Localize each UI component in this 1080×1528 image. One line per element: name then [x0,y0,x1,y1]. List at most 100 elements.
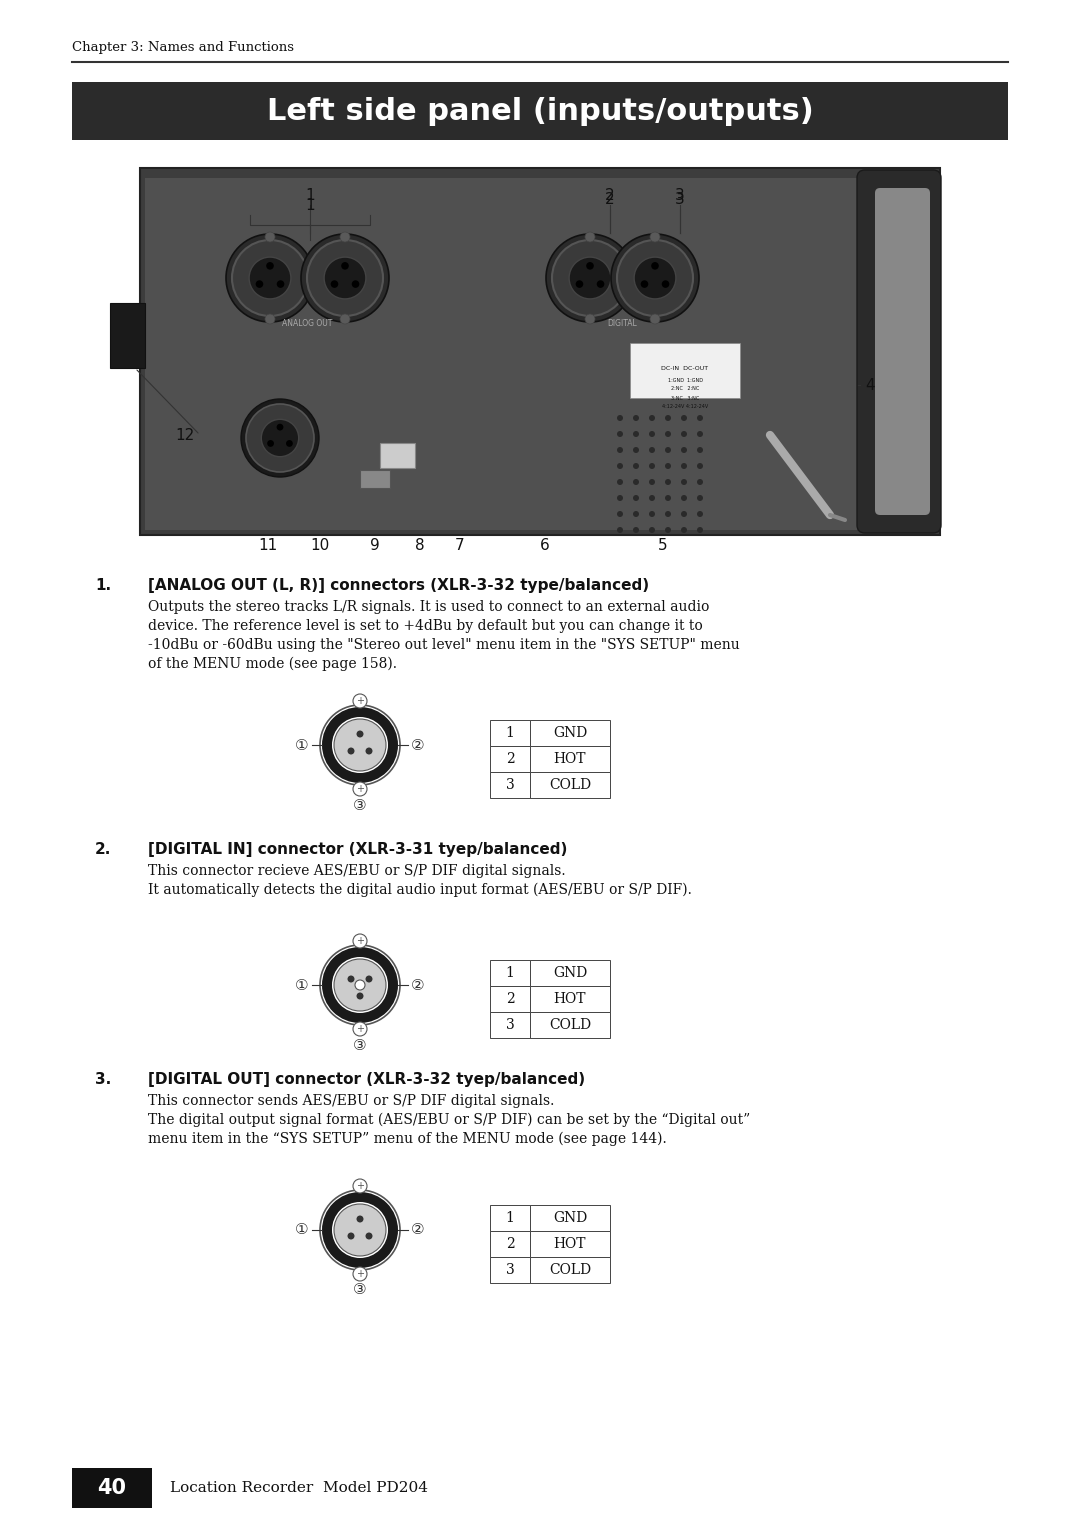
Circle shape [585,232,595,241]
Circle shape [261,419,299,457]
Text: ③: ③ [353,798,367,813]
FancyBboxPatch shape [530,1206,610,1232]
Text: Location Recorder  Model PD204: Location Recorder Model PD204 [170,1481,428,1494]
Text: 6: 6 [540,538,550,553]
Text: 3: 3 [505,778,514,792]
Circle shape [649,416,654,422]
Circle shape [265,313,275,324]
Text: ②: ② [411,738,424,752]
Circle shape [356,730,364,738]
Circle shape [352,280,360,287]
Circle shape [332,717,388,773]
Circle shape [353,1022,367,1036]
Circle shape [249,257,291,299]
FancyBboxPatch shape [360,471,390,487]
FancyBboxPatch shape [530,746,610,772]
Circle shape [617,495,623,501]
Circle shape [633,416,639,422]
Circle shape [322,1192,399,1268]
Text: 3:NC   3:NC: 3:NC 3:NC [671,396,699,400]
Circle shape [611,234,699,322]
FancyBboxPatch shape [110,303,145,368]
Circle shape [340,313,350,324]
Circle shape [665,527,671,533]
Circle shape [334,1204,386,1256]
Circle shape [322,947,399,1024]
Circle shape [617,527,623,533]
FancyBboxPatch shape [530,1258,610,1284]
Text: 2: 2 [505,752,514,766]
Text: GND: GND [553,966,588,979]
Circle shape [320,944,400,1025]
Circle shape [332,957,388,1013]
Circle shape [681,495,687,501]
Circle shape [617,510,623,516]
FancyBboxPatch shape [875,188,930,515]
Text: 3.: 3. [95,1073,111,1086]
FancyBboxPatch shape [530,772,610,798]
Text: 2: 2 [605,188,615,203]
Text: Left side panel (inputs/outputs): Left side panel (inputs/outputs) [267,96,813,125]
FancyBboxPatch shape [490,746,530,772]
Text: ③: ③ [353,1282,367,1297]
Circle shape [617,478,623,484]
Text: The digital output signal format (AES/EBU or S/P DIF) can be set by the “Digital: The digital output signal format (AES/EB… [148,1112,751,1128]
Circle shape [649,478,654,484]
Circle shape [330,280,338,287]
Circle shape [355,979,365,990]
Circle shape [697,463,703,469]
Text: 2: 2 [505,992,514,1005]
Text: 8: 8 [415,538,424,553]
Text: ③: ③ [353,1038,367,1053]
FancyBboxPatch shape [490,772,530,798]
Circle shape [353,934,367,947]
Circle shape [353,694,367,707]
Circle shape [697,416,703,422]
Text: ②: ② [411,978,424,993]
Text: GND: GND [553,1212,588,1225]
Circle shape [665,463,671,469]
Circle shape [649,495,654,501]
Circle shape [633,527,639,533]
Text: menu item in the “SYS SETUP” menu of the MENU mode (see page 144).: menu item in the “SYS SETUP” menu of the… [148,1132,666,1146]
Text: It automatically detects the digital audio input format (AES/EBU or S/P DIF).: It automatically detects the digital aud… [148,883,692,897]
Text: 1:GND  1:GND: 1:GND 1:GND [667,377,702,382]
Text: ②: ② [411,1222,424,1238]
Circle shape [332,1203,388,1258]
Text: 10: 10 [310,538,329,553]
Text: DC-IN  DC-OUT: DC-IN DC-OUT [661,365,708,370]
Circle shape [341,261,349,269]
Circle shape [576,280,583,287]
Circle shape [662,280,670,287]
Circle shape [353,1180,367,1193]
Text: 2: 2 [605,193,615,208]
Circle shape [649,431,654,437]
FancyBboxPatch shape [530,960,610,986]
Circle shape [546,234,634,322]
Text: 4:12-24V 4:12-24V: 4:12-24V 4:12-24V [662,405,708,410]
Circle shape [365,747,373,755]
Circle shape [241,399,319,477]
Text: 3: 3 [675,188,685,203]
Circle shape [697,448,703,452]
Circle shape [356,1215,364,1222]
Text: device. The reference level is set to +4dBu by default but you can change it to: device. The reference level is set to +4… [148,619,703,633]
Text: [ANALOG OUT (L, R)] connectors (XLR-3-32 type/balanced): [ANALOG OUT (L, R)] connectors (XLR-3-32… [148,578,649,593]
Circle shape [226,234,314,322]
Circle shape [681,510,687,516]
FancyBboxPatch shape [72,83,1008,141]
Text: HOT: HOT [554,992,586,1005]
Circle shape [697,510,703,516]
Circle shape [286,440,293,446]
Text: 3: 3 [505,1264,514,1277]
Circle shape [649,527,654,533]
Text: -10dBu or -60dBu using the "Stereo out level" menu item in the "SYS SETUP" menu: -10dBu or -60dBu using the "Stereo out l… [148,639,740,652]
Circle shape [633,431,639,437]
Circle shape [681,448,687,452]
FancyBboxPatch shape [530,986,610,1012]
FancyBboxPatch shape [140,168,940,535]
Text: 2.: 2. [95,842,111,857]
Circle shape [348,747,354,755]
Circle shape [633,448,639,452]
Circle shape [348,975,354,983]
